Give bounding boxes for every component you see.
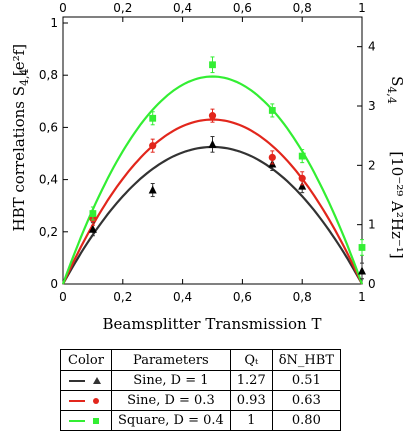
legend-header-row: Color Parameters Qₜ δN_HBT bbox=[60, 349, 342, 371]
header-color: Color bbox=[60, 349, 112, 371]
legend-marker-triangle bbox=[93, 376, 101, 384]
legend-qt: 1 bbox=[229, 410, 273, 431]
fit-curve bbox=[61, 75, 364, 285]
legend-dn-hbt: 0.51 bbox=[271, 370, 342, 391]
plot-frame bbox=[62, 16, 363, 285]
legend-swatch bbox=[67, 415, 105, 427]
data-point-circle bbox=[268, 153, 276, 162]
data-point-circle bbox=[208, 112, 217, 120]
x-tick-label: 0,2 bbox=[113, 290, 132, 304]
fit-curve bbox=[62, 145, 363, 285]
x-tick-label-top: 0 bbox=[59, 1, 67, 15]
legend-parameters: Sine, D = 0.3 bbox=[111, 390, 231, 411]
y-axis-unit-right: [10⁻²⁹ A²Hz⁻¹] bbox=[388, 151, 406, 258]
data-point-square bbox=[149, 114, 157, 122]
y-axis-label-left: HBT correlations S4,4 bbox=[10, 68, 31, 231]
data-point-triangle bbox=[208, 139, 217, 148]
legend-dn-hbt: 0.80 bbox=[271, 410, 342, 431]
y-tick-label-left: 0,2 bbox=[39, 225, 58, 239]
legend-dn-hbt: 0.63 bbox=[271, 390, 342, 411]
legend-row: Square, D = 0.4 1 0.80 bbox=[60, 410, 342, 431]
y-tick-label-left: 0,8 bbox=[39, 68, 58, 82]
data-point-triangle bbox=[148, 185, 157, 194]
header-qt: Qₜ bbox=[229, 349, 273, 371]
legend-symbol bbox=[60, 370, 112, 391]
y-axis-label-right: S4,4 bbox=[385, 76, 406, 104]
legend-line-swatch bbox=[69, 419, 85, 422]
data-point-triangle bbox=[88, 224, 97, 233]
legend-line-swatch bbox=[69, 379, 85, 382]
y-tick-label-right: 1 bbox=[368, 218, 376, 232]
x-tick-label-top: 0,2 bbox=[113, 1, 132, 15]
y-tick-label-right: 2 bbox=[368, 158, 376, 172]
legend-qt: 1.27 bbox=[229, 370, 273, 391]
data-point-triangle bbox=[358, 266, 366, 275]
data-point-circle bbox=[298, 174, 306, 182]
y-tick-label-left: 0 bbox=[50, 277, 58, 291]
legend-marker-square bbox=[93, 417, 99, 424]
y-tick-label-left: 0,6 bbox=[39, 120, 58, 134]
x-tick-label: 1 bbox=[358, 290, 366, 304]
y-tick-label-left: 1 bbox=[50, 16, 58, 30]
legend-symbol bbox=[60, 410, 112, 431]
y-tick-label-right: 0 bbox=[368, 277, 376, 291]
legend-marker-circle bbox=[93, 397, 99, 404]
legend-parameters: Square, D = 0.4 bbox=[111, 410, 231, 431]
x-tick-label-top: 0,8 bbox=[293, 1, 312, 15]
y-tick-label-right: 4 bbox=[368, 40, 376, 54]
y-tick-label-left: 0,4 bbox=[39, 173, 58, 187]
legend-row: Sine, D = 1 1.27 0.51 bbox=[60, 370, 342, 391]
x-tick-label: 0,8 bbox=[293, 290, 312, 304]
data-points bbox=[88, 56, 366, 280]
legend-qt: 0.93 bbox=[229, 390, 273, 411]
y-axis-unit-left: [e²f] bbox=[10, 44, 28, 76]
data-point-square bbox=[89, 210, 97, 217]
fit-curves bbox=[61, 75, 364, 285]
header-dn-hbt: δN_HBT bbox=[271, 349, 342, 371]
x-tick-label-top: 1 bbox=[358, 1, 366, 15]
data-point-square bbox=[209, 61, 216, 69]
legend-swatch bbox=[67, 375, 105, 387]
data-point-circle bbox=[149, 142, 157, 150]
x-axis-label: Beamsplitter Transmission T bbox=[103, 315, 322, 330]
legend-line-swatch bbox=[69, 399, 85, 402]
data-point-square bbox=[268, 107, 276, 114]
legend-parameters: Sine, D = 1 bbox=[111, 370, 231, 391]
data-point-square bbox=[298, 152, 306, 160]
x-tick-label-top: 0,4 bbox=[173, 1, 192, 15]
y-tick-label-right: 3 bbox=[368, 99, 376, 113]
x-tick-label-top: 0,6 bbox=[233, 1, 252, 15]
x-tick-label: 0,4 bbox=[173, 290, 192, 304]
axis-ticks: 000,20,20,40,40,60,60,80,81100,20,40,60,… bbox=[39, 1, 376, 304]
legend-symbol bbox=[60, 390, 112, 411]
data-point-square bbox=[358, 244, 366, 251]
hbt-chart: 000,20,20,40,40,60,60,80,81100,20,40,60,… bbox=[10, 1, 406, 330]
x-tick-label: 0 bbox=[59, 290, 67, 304]
legend-table: Color Parameters Qₜ δN_HBT Sine, D = 1 1.… bbox=[60, 349, 342, 431]
legend-swatch bbox=[67, 395, 105, 407]
data-point-triangle bbox=[298, 181, 307, 190]
legend-row: Sine, D = 0.3 0.93 0.63 bbox=[60, 390, 342, 411]
header-parameters: Parameters bbox=[111, 349, 231, 371]
x-tick-label: 0,6 bbox=[233, 290, 252, 304]
